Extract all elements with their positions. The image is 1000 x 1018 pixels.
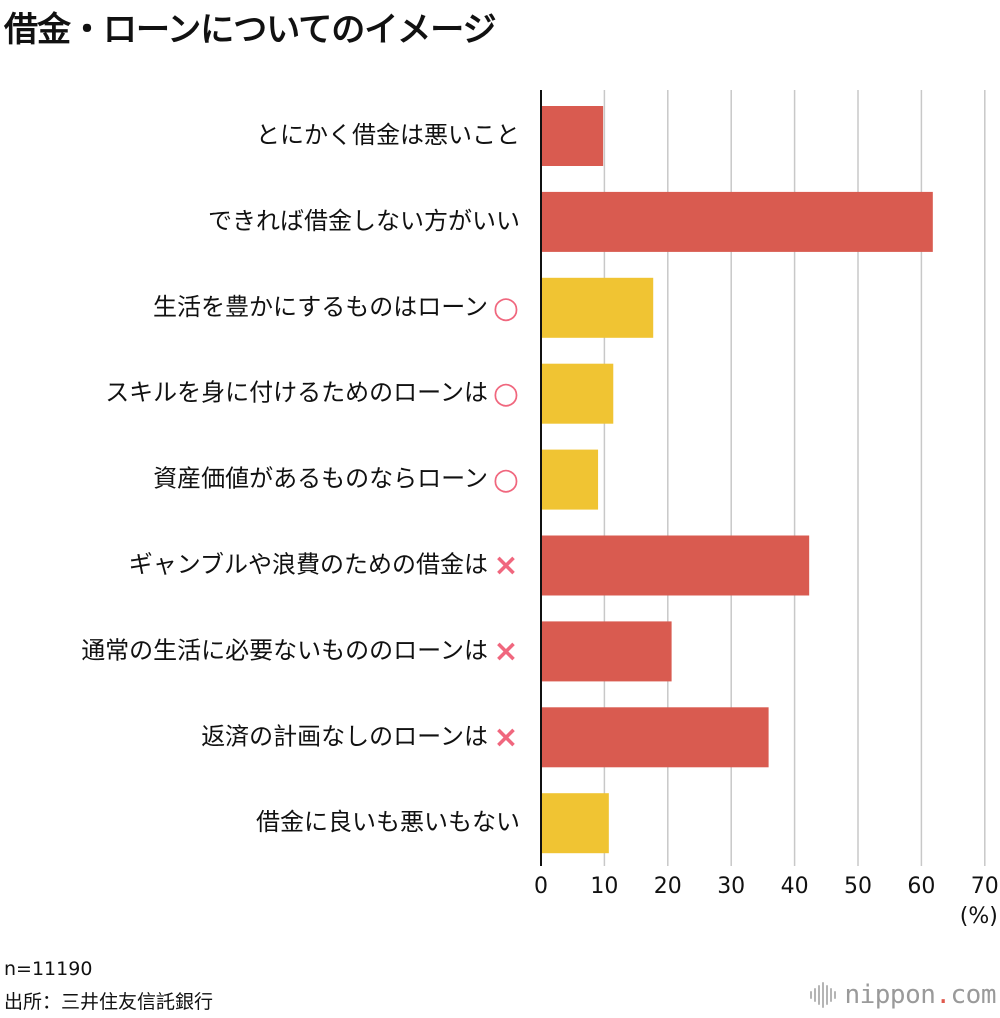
chart-title: 借金・ローンについてのイメージ xyxy=(4,10,497,50)
x-tick-label: 60 xyxy=(907,874,935,899)
category-label: 返済の計画なしのローンは xyxy=(201,722,488,750)
circle-mark-icon: ○ xyxy=(493,376,519,411)
nippon-logo: nippon.com xyxy=(810,980,997,1010)
bar xyxy=(541,106,604,166)
bar xyxy=(541,277,654,338)
category-label: 通常の生活に必要ないもののローンは xyxy=(81,636,488,664)
cross-mark-icon: × xyxy=(493,720,518,755)
category-label: スキルを身に付けるためのローンは xyxy=(105,379,488,407)
x-tick-label: 50 xyxy=(844,874,872,899)
category-label: 資産価値があるものならローン xyxy=(153,465,488,493)
x-tick-label: 70 xyxy=(971,874,999,899)
circle-mark-icon: ○ xyxy=(493,462,519,497)
x-tick-label: 20 xyxy=(654,874,682,899)
bar xyxy=(541,793,609,854)
cross-mark-icon: × xyxy=(493,634,518,669)
cross-mark-icon: × xyxy=(493,548,518,583)
x-tick-label: 0 xyxy=(534,874,548,899)
x-axis-unit-label: (%) xyxy=(960,904,998,929)
category-label: 生活を豊かにするものはローン xyxy=(153,293,488,321)
x-tick-label: 30 xyxy=(717,874,745,899)
brand-bars-icon xyxy=(810,982,837,1008)
category-label: ギャンブルや浪費のための借金は xyxy=(129,551,488,579)
bar xyxy=(541,449,599,510)
category-label: 借金に良いも悪いもない xyxy=(256,808,520,836)
bar xyxy=(541,621,672,682)
category-label: とにかく借金は悪いこと xyxy=(256,121,520,149)
category-label: できれば借金しない方がいい xyxy=(208,207,520,235)
brand-text: nippon.com xyxy=(844,980,996,1010)
x-tick-label: 10 xyxy=(590,874,618,899)
bar xyxy=(541,707,769,768)
bar xyxy=(541,535,810,596)
circle-mark-icon: ○ xyxy=(493,290,519,325)
bar xyxy=(541,363,614,424)
x-tick-label: 40 xyxy=(781,874,809,899)
bar xyxy=(541,191,933,252)
source-note: 出所：三井住友信託銀行 xyxy=(4,991,214,1013)
sample-size-note: n=11190 xyxy=(4,958,93,980)
